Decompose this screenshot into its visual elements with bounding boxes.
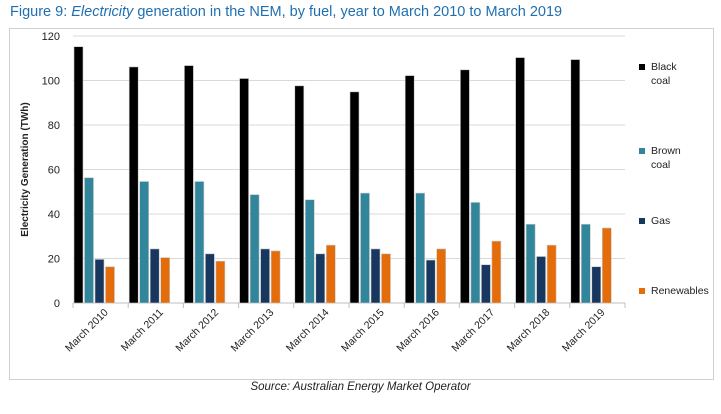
legend-item: Black coal xyxy=(639,61,677,87)
source-note: Source: Australian Energy Market Operato… xyxy=(250,381,471,393)
bar-gas xyxy=(370,248,381,304)
x-tick-label: March 2014 xyxy=(284,307,332,355)
legend-swatch xyxy=(639,148,645,154)
x-tick-label: March 2013 xyxy=(229,307,277,355)
legend-label: Black xyxy=(651,61,677,73)
bar-black-coal xyxy=(184,65,194,304)
legend-item: Renewables xyxy=(639,285,709,297)
legend-swatch xyxy=(639,288,645,294)
x-tick-label: March 2016 xyxy=(394,307,442,355)
legend-item: Gas xyxy=(639,215,670,227)
y-tick-label: 0 xyxy=(54,298,60,310)
legend-item: Brown coal xyxy=(639,145,681,171)
bar-gas xyxy=(205,253,215,304)
bar-renewables xyxy=(105,266,115,304)
bar-gas xyxy=(536,256,546,304)
bar-gas xyxy=(260,248,270,304)
bar-renewables xyxy=(215,260,226,304)
bar-black-coal xyxy=(460,69,470,304)
bar-gas xyxy=(591,266,602,304)
y-tick-label: 100 xyxy=(42,76,60,88)
title-italic: Electricity xyxy=(71,4,134,20)
bar-gas xyxy=(149,248,160,304)
x-tick-label: March 2010 xyxy=(63,307,111,355)
bar-gas xyxy=(315,253,326,304)
y-axis-label: Electricity Generation (TWh) xyxy=(20,102,31,236)
bar-brown-coal xyxy=(415,192,426,304)
bar-gas xyxy=(425,259,436,304)
x-tick-label: March 2018 xyxy=(505,307,553,355)
bar-black-coal xyxy=(294,85,305,304)
bar-renewables xyxy=(546,244,557,304)
bar-brown-coal xyxy=(470,202,481,304)
legend-label: Brown xyxy=(651,145,681,157)
bar-brown-coal xyxy=(304,199,315,304)
y-tick-label: 120 xyxy=(42,31,60,43)
bar-renewables xyxy=(325,244,336,304)
x-tick-label: March 2012 xyxy=(173,307,221,355)
legend-label: coal xyxy=(651,75,670,87)
bar-black-coal xyxy=(349,91,360,304)
title-prefix: Figure 9: xyxy=(10,4,72,20)
x-tick-label: March 2015 xyxy=(339,307,387,355)
bar-brown-coal xyxy=(194,181,205,304)
bar-gas xyxy=(94,259,105,304)
legend-swatch xyxy=(639,64,645,70)
legend-swatch xyxy=(639,218,645,224)
y-tick-label: 60 xyxy=(48,165,60,177)
legend-label: Renewables xyxy=(651,285,709,297)
bar-black-coal xyxy=(73,46,84,304)
y-tick-label: 80 xyxy=(48,120,60,132)
x-tick-label: March 2011 xyxy=(119,307,166,354)
bar-brown-coal xyxy=(360,192,370,304)
x-tick-label: March 2019 xyxy=(560,307,608,355)
bar-renewables xyxy=(601,227,612,304)
title-suffix: generation in the NEM, by fuel, year to … xyxy=(133,4,563,20)
bar-brown-coal xyxy=(525,223,536,304)
chart-title: Figure 9: Electricity generation in the … xyxy=(10,4,562,20)
bar-brown-coal xyxy=(84,177,94,304)
bar-renewables xyxy=(436,248,447,304)
bar-renewables xyxy=(491,240,502,304)
bar-black-coal xyxy=(515,57,525,304)
y-tick-label: 20 xyxy=(48,254,60,266)
bar-renewables xyxy=(270,250,281,304)
bar-black-coal xyxy=(239,78,249,304)
legend-label: coal xyxy=(651,159,670,171)
chart-frame xyxy=(9,28,714,380)
bar-gas xyxy=(481,264,491,304)
legend-label: Gas xyxy=(651,215,670,227)
bar-black-coal xyxy=(570,59,581,304)
bar-brown-coal xyxy=(139,181,149,304)
bar-renewables xyxy=(160,257,170,304)
bar-renewables xyxy=(381,253,391,304)
bar-black-coal xyxy=(128,66,139,304)
bar-brown-coal xyxy=(249,194,260,304)
bar-brown-coal xyxy=(580,223,591,304)
y-tick-label: 40 xyxy=(48,209,60,221)
x-tick-label: March 2017 xyxy=(449,307,497,355)
bar-black-coal xyxy=(404,75,415,304)
